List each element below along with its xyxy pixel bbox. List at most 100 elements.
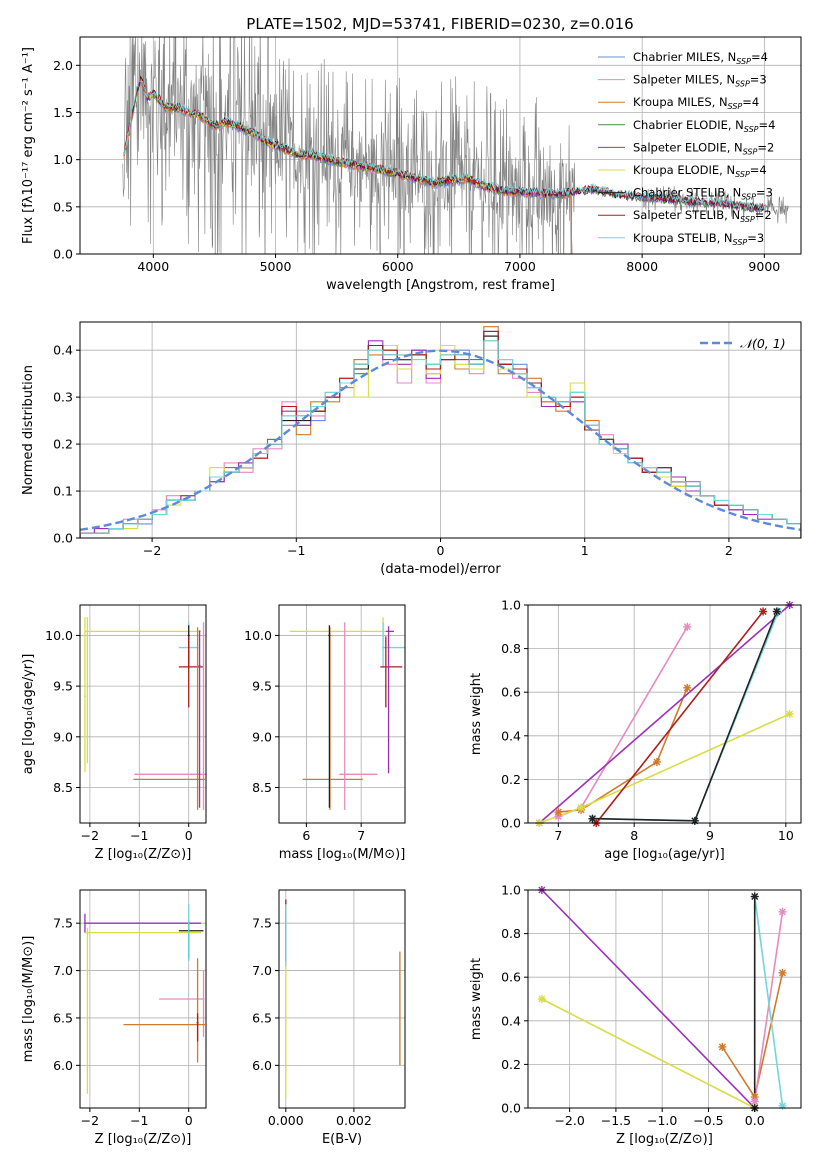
y-tick-label: 0.8 [501,641,521,656]
x-tick-label: 0 [185,828,193,843]
x-tick-label: 0.000 [268,1113,304,1128]
legend-entry: 𝒩(0, 1) [740,336,786,351]
star-marker [554,808,563,817]
y-tick-label: 0.0 [53,531,73,546]
panel-age_vs_mass: 6 7 8.5 9.0 9.5 10.0 mass [log₁₀(M/M⊙)] [244,604,406,862]
y-tick-label: 7.5 [252,916,272,931]
x-tick-label: 6 [302,828,310,843]
star-marker [683,622,692,631]
weight-line [541,998,756,1108]
plot-area [83,617,206,810]
y-axis-label: Normed distribution [21,365,36,495]
y-tick-label: 0.2 [501,1057,521,1072]
x-tick-label: 5000 [260,259,292,274]
y-tick-label: 0.4 [53,343,73,358]
x-axis-label: wavelength [Angstrom, rest frame] [326,278,555,293]
y-tick-label: 10.0 [45,628,73,643]
y-tick-label: 6.5 [53,1010,73,1025]
x-tick-label: 9 [706,828,714,843]
x-tick-label: 0.002 [336,1113,372,1128]
y-tick-label: 1.5 [53,105,73,120]
legend-entry: Chabrier ELODIE, NSSP=4 [633,118,775,134]
y-tick-label: 0.3 [53,390,73,405]
star-marker [718,1042,727,1051]
y-tick-label: 2.0 [53,58,73,73]
y-tick-label: 6.0 [252,1058,272,1073]
x-axis-label: (data-model)/error [380,562,501,577]
errorbar-point [84,927,202,1094]
errorbar-point [159,970,205,1037]
weight-line [595,611,764,823]
x-tick-label: 7000 [504,259,536,274]
y-tick-label: 9.0 [252,729,272,744]
errorbar-point [385,626,395,774]
x-tick-label: 1 [581,543,589,558]
y-tick-label: 0.1 [53,484,73,499]
x-tick-label: 7 [357,828,365,843]
x-tick-label: 9000 [748,259,780,274]
x-axis-label: mass [log₁₀(M/M⊙)] [279,847,406,862]
y-tick-label: 9.5 [53,679,73,694]
star-marker [690,816,699,825]
star-marker [778,1101,787,1110]
model-spectrum [123,79,765,214]
x-tick-label: −0.5 [693,1113,723,1128]
panel-spectrum: Chabrier MILES, NSSP=4 Salpeter MILES, NS… [21,36,802,293]
x-tick-label: 0.0 [745,1113,765,1128]
legend: Chabrier MILES, NSSP=4 Salpeter MILES, NS… [598,50,775,247]
y-tick-label: 7.5 [53,916,73,931]
x-tick-label: −2 [143,543,161,558]
y-tick-label: 0.4 [501,1013,521,1028]
errorbar-point [123,958,206,1063]
axes-frame [79,36,802,255]
panel-mass_vs_Z: −2 −1 0 6.0 6.5 7.0 7.5 Z [log₁₀(Z/Z⊙)] mass [lo… [21,889,207,1147]
y-axis-label: age [log₁₀(age/yr)] [21,654,36,775]
errorbar-point [84,617,202,764]
errorbar-point [198,630,201,808]
weight-line [753,896,784,1106]
errorbar-point [133,627,206,810]
axes-frame [527,889,802,1109]
legend: 𝒩(0, 1) [700,336,786,351]
x-axis-label: Z [log₁₀(Z/Z⊙)] [95,847,192,862]
weight-line [558,687,689,813]
star-marker [652,757,661,766]
star-marker [772,607,781,616]
star-marker [750,1093,759,1102]
y-tick-label: 0.2 [53,437,73,452]
normal-curve [80,349,801,531]
y-tick-label: 6.5 [252,1010,272,1025]
star-marker [554,812,563,821]
y-axis-label: mass weight [469,673,484,755]
axes-frame [278,604,406,824]
y-tick-label: 6.0 [53,1058,73,1073]
y-tick-label: 8.5 [252,780,272,795]
legend-entry: Kroupa ELODIE, NSSP=4 [633,163,767,179]
legend-entry: Salpeter MILES, NSSP=3 [633,73,767,89]
legend-entry: Salpeter STELIB, NSSP=2 [633,208,772,224]
figure-title: PLATE=1502, MJD=53741, FIBERID=0230, z=0… [246,15,633,33]
star-marker [778,968,787,977]
y-tick-label: 0.0 [501,1101,521,1116]
star-marker [588,814,597,823]
axes-frame [527,604,802,824]
x-tick-label: −2 [81,828,99,843]
y-tick-label: 0.0 [53,247,73,262]
x-tick-label: 2 [725,543,733,558]
y-tick-label: 9.5 [252,679,272,694]
x-tick-label: 6000 [382,259,414,274]
y-tick-label: 0.5 [53,199,73,214]
x-tick-label: −2 [81,1113,99,1128]
y-axis-label: mass weight [469,958,484,1040]
x-axis-label: age [log₁₀(age/yr)] [604,847,725,862]
x-tick-label: −1.0 [647,1113,677,1128]
plot-area [80,326,801,538]
star-marker [759,607,768,616]
weight-line [541,890,756,1108]
x-tick-label: 4000 [137,259,169,274]
x-tick-label: 0 [437,543,445,558]
x-axis-label: E(B-V) [322,1132,362,1147]
panel-mass_vs_EBV: 0.000 0.002 6.0 6.5 7.0 7.5 E(B-V) [252,889,406,1147]
legend-entry: Chabrier STELIB, NSSP=3 [633,186,773,202]
